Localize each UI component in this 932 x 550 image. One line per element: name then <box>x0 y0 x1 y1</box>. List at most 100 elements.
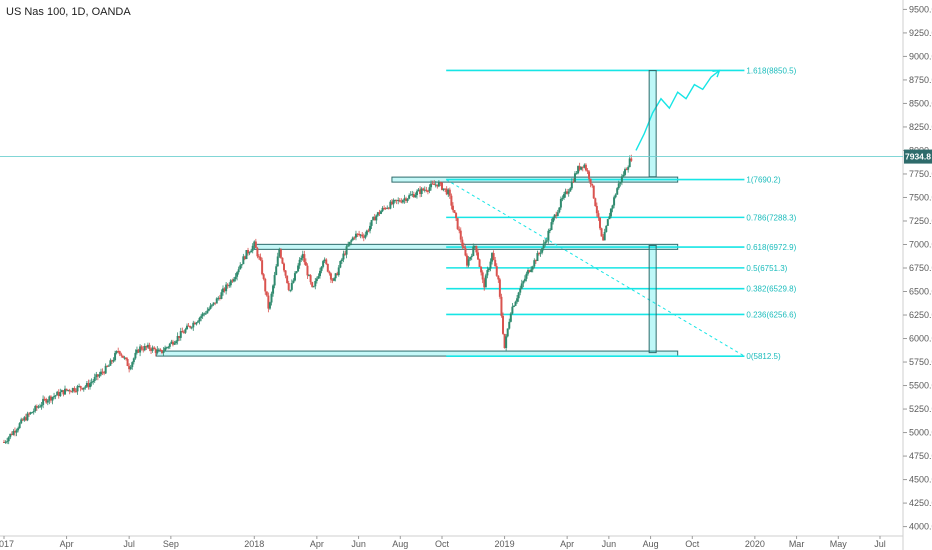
x-tick-label: Jul <box>874 539 886 549</box>
x-tick-label: 2017 <box>0 539 14 549</box>
candle-body <box>624 169 627 175</box>
y-tick-label: 5500.0 <box>909 381 932 391</box>
candle-body <box>467 259 470 266</box>
candle-body <box>517 292 520 299</box>
candle-body <box>153 347 156 350</box>
candle-body <box>334 273 337 279</box>
candle-body <box>156 349 159 353</box>
candle-body <box>502 315 505 334</box>
candle-body <box>178 335 181 338</box>
candle-body <box>76 386 79 392</box>
candle-body <box>544 241 547 244</box>
candle-body <box>196 321 199 323</box>
projection-arrowhead <box>712 69 721 78</box>
candle-body <box>268 302 271 309</box>
candle-body <box>556 212 559 216</box>
candle-body <box>206 310 209 314</box>
candle-body <box>436 184 439 187</box>
candle-body <box>379 211 382 214</box>
candle-body <box>542 243 545 249</box>
candle-body <box>62 390 65 395</box>
candle-body <box>628 158 631 168</box>
candle-body <box>278 249 281 257</box>
candle-body <box>46 400 49 403</box>
candle-body <box>384 208 387 210</box>
candle-body <box>231 280 234 282</box>
y-tick-label: 7000.0 <box>909 239 932 249</box>
fib-level-label: 0(5812.5) <box>746 352 781 361</box>
candle-body <box>146 344 149 348</box>
candle-body <box>237 269 240 273</box>
candle-body <box>262 274 265 279</box>
candle-body <box>135 349 138 353</box>
candle-body <box>470 255 473 258</box>
candle-body <box>29 412 32 415</box>
candle-body <box>64 388 67 395</box>
candle-body <box>159 349 162 351</box>
candle-body <box>234 276 237 280</box>
x-tick-label: Mar <box>789 539 805 549</box>
support-box <box>155 350 679 357</box>
candle-body <box>303 254 306 263</box>
candle-body <box>243 256 246 260</box>
candle-body <box>298 259 301 266</box>
candle-body <box>79 385 82 388</box>
candle-body <box>160 350 163 353</box>
candle-body <box>520 283 523 289</box>
candle-body <box>563 194 566 198</box>
y-tick-label: 9000.0 <box>909 51 932 61</box>
candle-body <box>389 201 392 209</box>
candle-body <box>23 417 26 421</box>
candle-body <box>567 191 570 194</box>
candle-body <box>498 279 501 297</box>
candle-body <box>622 174 625 177</box>
y-tick-label: 6000.0 <box>909 334 932 344</box>
candle-body <box>403 198 406 201</box>
candle-body <box>522 281 525 284</box>
candle-body <box>408 195 411 199</box>
y-tick-label: 5250.0 <box>909 404 932 414</box>
y-tick-label: 6750.0 <box>909 263 932 273</box>
candle-body <box>616 188 619 195</box>
candle-body <box>417 189 420 192</box>
candle-body <box>247 250 250 254</box>
candle-body <box>614 194 617 198</box>
candle-body <box>65 388 68 391</box>
candle-body <box>68 389 71 392</box>
candle-body <box>139 346 142 353</box>
dashed-trendline <box>445 179 745 357</box>
chart-title: US Nas 100, 1D, OANDA <box>6 6 131 18</box>
candle-body <box>192 322 195 328</box>
candle-body <box>49 396 52 401</box>
candle-body <box>254 241 257 249</box>
candle-body <box>564 191 567 195</box>
candle-body <box>193 322 196 325</box>
x-tick-label: May <box>830 539 848 549</box>
candle-body <box>272 285 275 294</box>
x-tick-label: 2020 <box>745 539 765 549</box>
candle-body <box>533 260 536 267</box>
candle-body <box>494 259 497 267</box>
candle-body <box>226 284 229 286</box>
candle-body <box>99 371 102 375</box>
fib-level-label: 0.618(6972.9) <box>746 243 796 252</box>
candle-body <box>577 166 580 174</box>
candle-body <box>469 257 472 260</box>
candle-body <box>229 280 232 286</box>
candle-body <box>132 358 135 363</box>
candle-body <box>481 272 484 280</box>
candle-body <box>448 189 451 196</box>
y-tick-label: 4250.0 <box>909 498 932 508</box>
candle-body <box>95 374 98 378</box>
candle-body <box>617 183 620 189</box>
candle-body <box>240 264 243 266</box>
candle-body <box>370 220 373 226</box>
candle-body <box>475 245 478 253</box>
candle-body <box>107 365 110 367</box>
candle-body <box>184 329 187 333</box>
candle-body <box>13 430 16 433</box>
candle-body <box>267 295 270 309</box>
candle-body <box>450 195 453 206</box>
candle-body <box>175 341 178 344</box>
